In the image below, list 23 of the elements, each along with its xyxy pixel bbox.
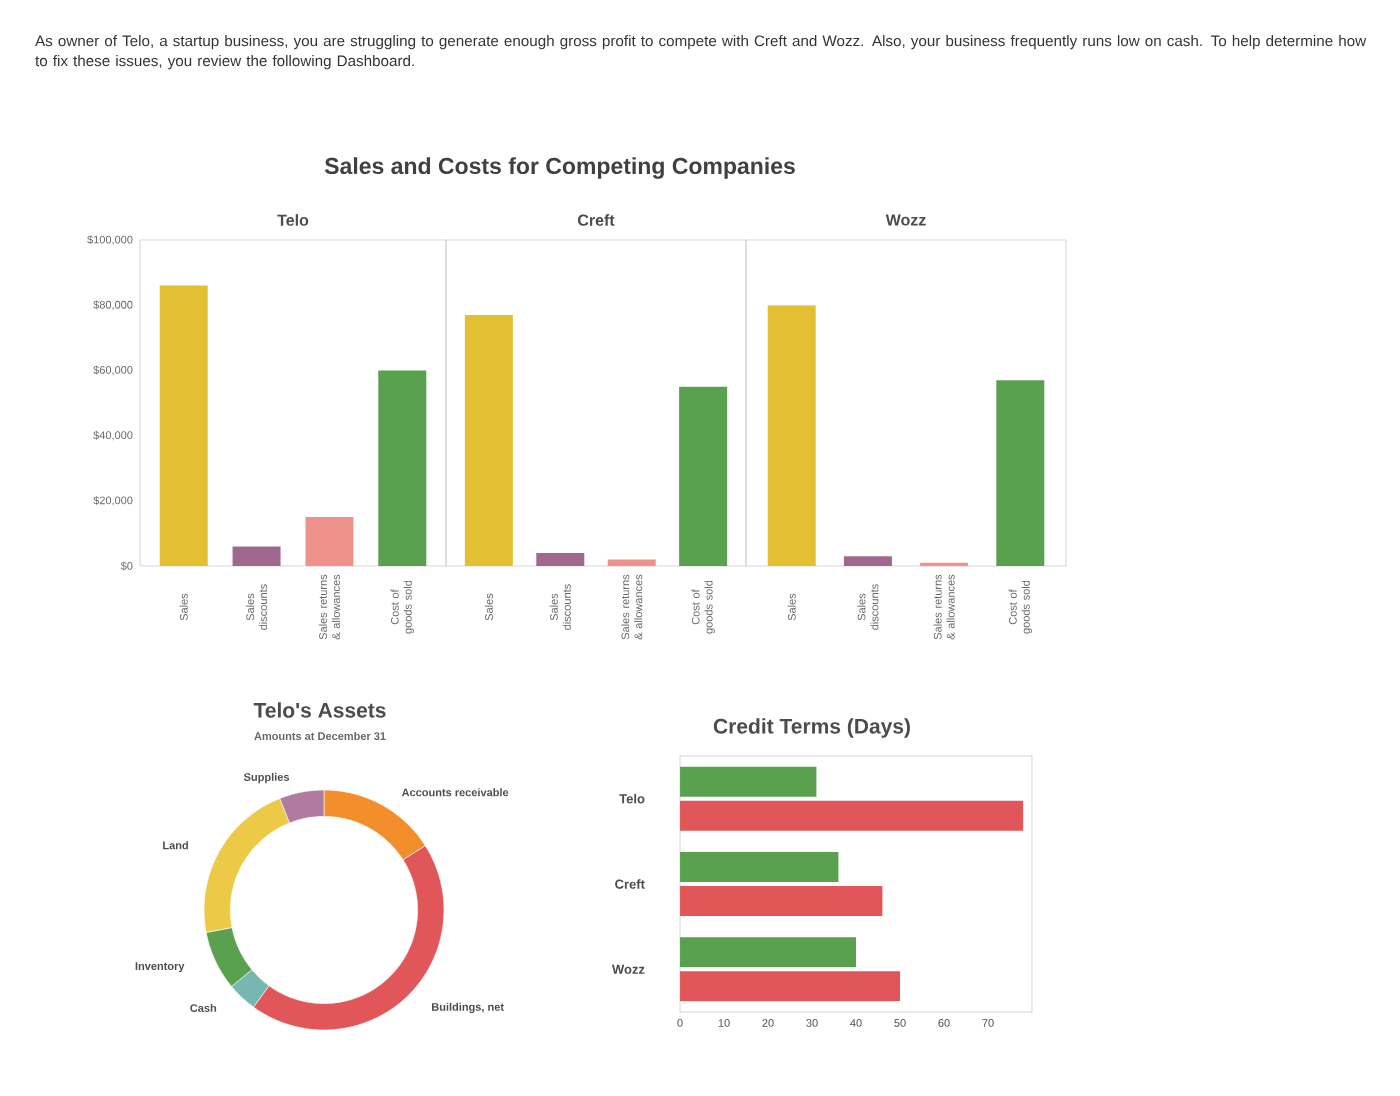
- bar: [680, 800, 1024, 831]
- bar: [536, 552, 585, 566]
- bar: [996, 380, 1045, 566]
- bar: [680, 766, 817, 797]
- bar: [680, 852, 839, 882]
- chart-subtitle: Telo: [277, 214, 309, 226]
- bar: [378, 370, 427, 566]
- chart-subtitle: Wozz: [885, 214, 926, 226]
- bar: [680, 971, 900, 1002]
- bar: [305, 517, 354, 566]
- bar: [843, 556, 892, 566]
- bar: [159, 285, 208, 566]
- bar: [767, 305, 816, 566]
- chart-title: Credit Terms (Days): [713, 718, 910, 738]
- bar: [679, 386, 728, 566]
- text: Sales and Costs for Competing Companies: [324, 157, 795, 179]
- bar: [680, 937, 856, 968]
- bar: [232, 546, 281, 566]
- bar: [607, 559, 656, 566]
- bar: [464, 314, 513, 566]
- chart-subtitle: Creft: [578, 214, 615, 226]
- chart-title: Telo's Assets: [253, 702, 386, 718]
- bar: [680, 886, 883, 916]
